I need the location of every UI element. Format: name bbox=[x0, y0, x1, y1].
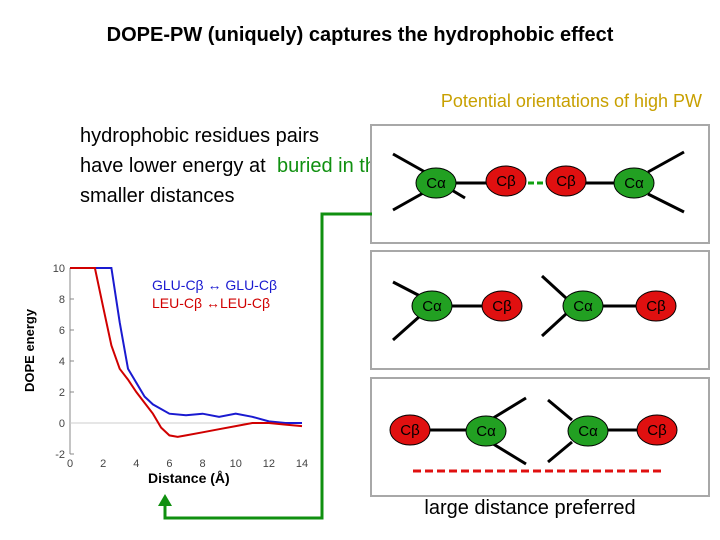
ca-atom bbox=[465, 415, 507, 447]
legend-leu: LEU-Cβ ↔LEU-Cβ bbox=[152, 295, 271, 311]
ca-atom bbox=[411, 290, 453, 322]
cb-atom bbox=[485, 165, 527, 197]
y-tick-label: 2 bbox=[59, 387, 65, 399]
orientation-2: Cα Cβ Cα Cβ bbox=[392, 274, 677, 342]
x-tick-label: 4 bbox=[133, 458, 139, 470]
x-tick-label: 0 bbox=[67, 458, 73, 470]
chart-series bbox=[70, 267, 303, 438]
atom-label: Cα bbox=[426, 175, 446, 192]
ca-atom bbox=[562, 290, 604, 322]
ca-atom bbox=[415, 167, 457, 199]
series-line-0 bbox=[70, 267, 302, 424]
arrow-head-icon bbox=[158, 494, 172, 506]
x-tick-label: 8 bbox=[200, 458, 206, 470]
atom-label: Cα bbox=[573, 298, 593, 315]
y-tick-label: 6 bbox=[59, 325, 65, 337]
atom-label: Cβ bbox=[496, 173, 516, 190]
cb-atom bbox=[636, 414, 678, 446]
y-tick-label: -2 bbox=[55, 449, 65, 461]
atom-label: Cβ bbox=[556, 173, 576, 190]
atom-label: Cα bbox=[422, 298, 442, 315]
cb-atom bbox=[545, 165, 587, 197]
cb-atom bbox=[481, 290, 523, 322]
y-tick-label: 8 bbox=[59, 294, 65, 306]
series-line-1 bbox=[70, 267, 303, 438]
x-tick-label: 6 bbox=[166, 458, 172, 470]
atom-label: Cβ bbox=[647, 422, 667, 439]
atom-label: Cα bbox=[476, 423, 496, 440]
orientations-heading: Potential orientations of high PW bbox=[440, 91, 702, 111]
connector-arrow bbox=[163, 212, 372, 520]
bottom-note: large distance preferred bbox=[424, 497, 636, 519]
x-tick-label: 12 bbox=[263, 458, 275, 470]
legend-glu: GLU-Cβ ↔ GLU-Cβ bbox=[152, 277, 278, 293]
x-tick-label: 2 bbox=[100, 458, 106, 470]
orientation-3: Cβ Cα Cα Cβ bbox=[389, 396, 678, 466]
x-tick-label: 14 bbox=[296, 458, 308, 470]
ca-atom bbox=[613, 167, 655, 199]
y-tick-label: 0 bbox=[59, 418, 65, 430]
cb-atom bbox=[389, 414, 431, 446]
y-tick-label: 10 bbox=[53, 263, 65, 275]
cb-atom bbox=[635, 290, 677, 322]
ca-atom bbox=[567, 415, 609, 447]
page-title: DOPE-PW (uniquely) captures the hydropho… bbox=[106, 24, 614, 46]
atom-label: Cα bbox=[624, 175, 644, 192]
orientation-1: Cα Cβ Cβ Cα bbox=[392, 150, 685, 214]
atom-label: Cβ bbox=[492, 298, 512, 315]
description-text: hydrophobic residues pairs have lower en… bbox=[80, 125, 320, 207]
atom-label: Cβ bbox=[400, 422, 420, 439]
x-tick-label: 10 bbox=[230, 458, 242, 470]
atom-label: Cβ bbox=[646, 298, 666, 315]
atom-label: Cα bbox=[578, 423, 598, 440]
y-tick-label: 4 bbox=[59, 356, 65, 368]
x-axis-label: Distance (Å) bbox=[148, 470, 230, 486]
